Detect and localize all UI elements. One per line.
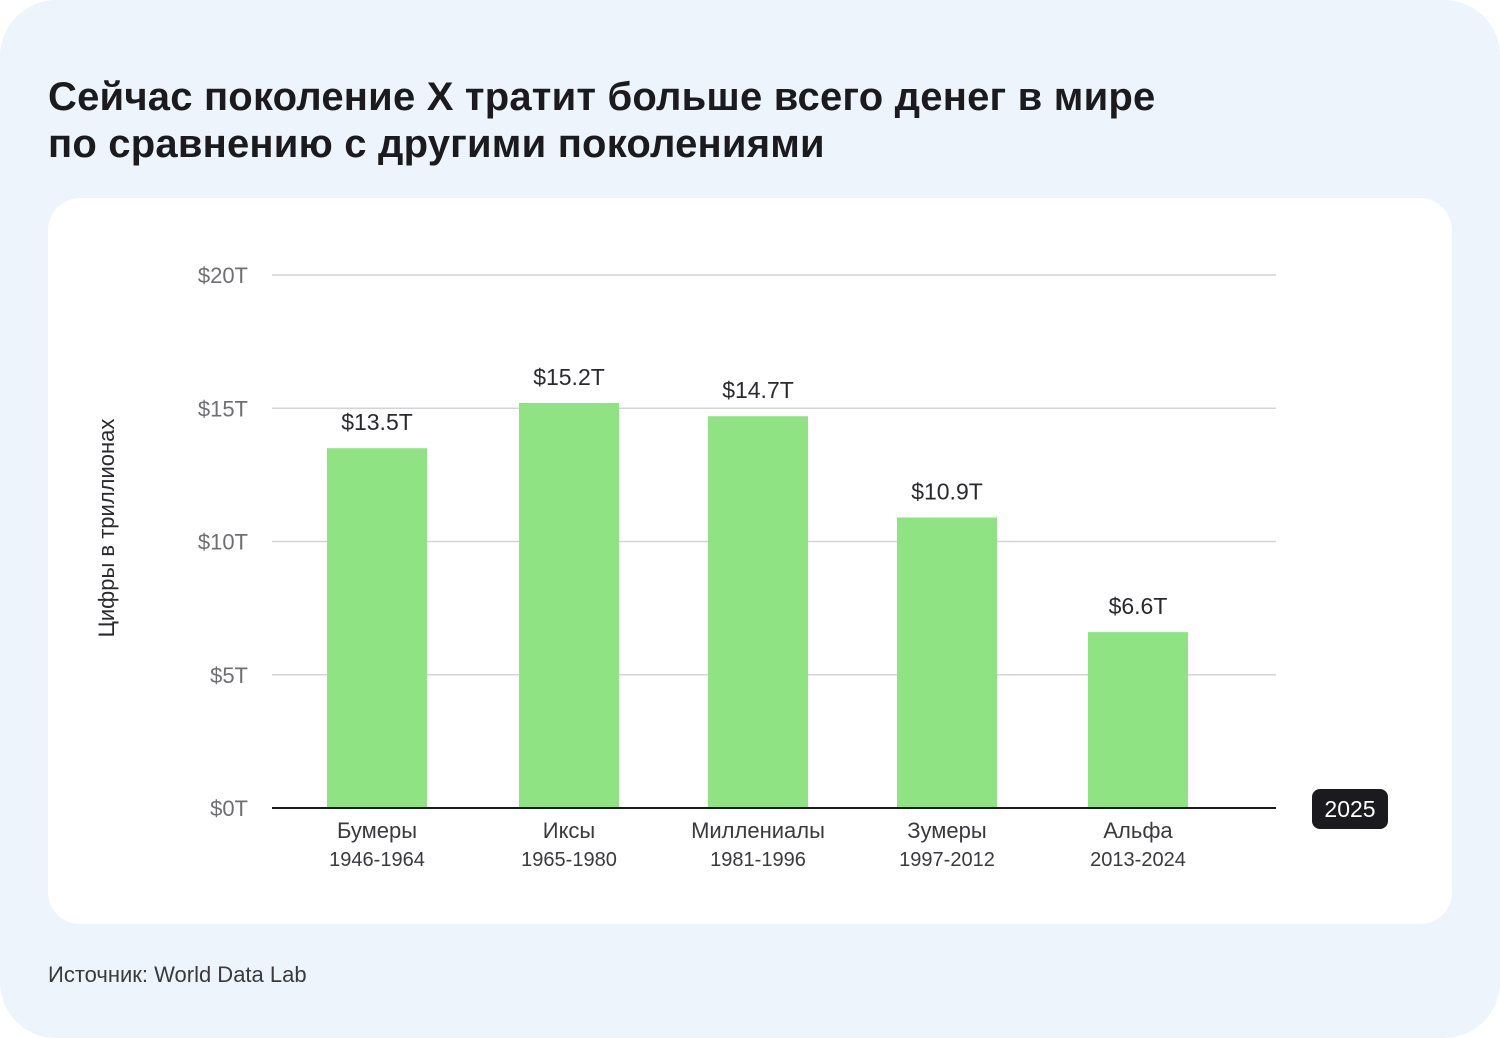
category-label: Зумеры — [907, 818, 986, 843]
bar-value-label: $15.2T — [533, 364, 605, 390]
bar-value-label: $6.6T — [1109, 593, 1168, 619]
category-label: Бумеры — [337, 818, 417, 843]
bar — [708, 416, 808, 808]
category-years-label: 1997-2012 — [899, 849, 995, 871]
y-tick-label: $10T — [198, 530, 248, 555]
year-badge-label: 2025 — [1324, 796, 1375, 822]
category-years-label: 1946-1964 — [329, 849, 425, 871]
y-axis-ticks: $0T $5T $10T $15T $20T — [198, 263, 248, 821]
y-tick-label: $0T — [210, 796, 248, 821]
title-line-2: по сравнению с другими поколениями — [48, 122, 825, 166]
category-labels: Бумеры 1946-1964 Иксы 1965-1980 Миллениалы 19… — [329, 818, 1186, 871]
bar-value-label: $14.7T — [722, 377, 794, 403]
bar — [327, 448, 427, 808]
year-badge-background — [1312, 789, 1388, 829]
title-line-1: Сейчас поколение X тратит больше всего д… — [48, 75, 1156, 119]
category-years-label: 1965-1980 — [521, 849, 617, 871]
bars — [327, 402, 1188, 808]
y-axis-label: Цифры в триллионах — [94, 419, 119, 638]
y-tick-label: $5T — [210, 663, 248, 688]
category-label: Иксы — [543, 818, 596, 843]
y-tick-label: $20T — [198, 263, 248, 288]
bar-chart: $0T $5T $10T $15T $20T $13.5T $15.2T $14.7T $10… — [94, 263, 1388, 871]
source-note: Источник: World Data Lab — [48, 962, 307, 987]
chart-title: Сейчас поколение X тратит больше всего д… — [48, 74, 1348, 168]
y-tick-label: $15T — [198, 396, 248, 421]
value-labels: $13.5T $15.2T $14.7T $10.9T $6.6T — [341, 364, 1167, 619]
bar-value-label: $10.9T — [911, 479, 983, 505]
bar — [897, 517, 997, 808]
year-badge: 2025 — [1312, 789, 1388, 829]
bar-value-label: $13.5T — [341, 409, 413, 435]
category-label: Альфа — [1103, 818, 1173, 843]
category-label: Миллениалы — [691, 818, 825, 843]
chart-card: $0T $5T $10T $15T $20T $13.5T $15.2T $14.7T $10… — [48, 198, 1452, 924]
bar — [1088, 632, 1188, 808]
category-years-label: 1981-1996 — [710, 849, 806, 871]
category-years-label: 2013-2024 — [1090, 849, 1186, 871]
bar — [519, 402, 619, 808]
